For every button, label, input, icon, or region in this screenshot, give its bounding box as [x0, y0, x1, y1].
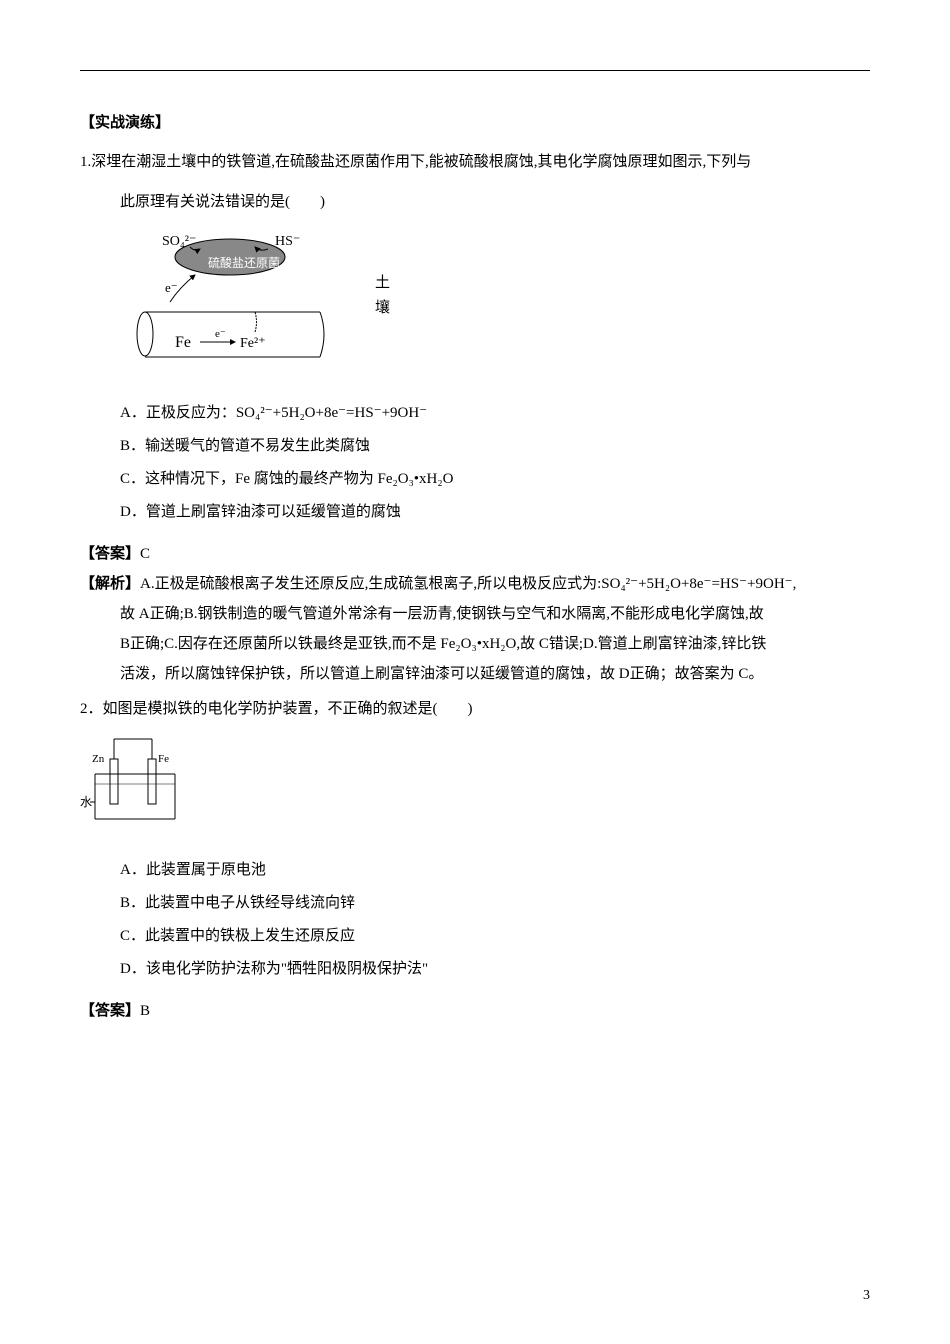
q2-main-text: 2．如图是模拟铁的电化学防护装置，不正确的叙述是( ): [80, 694, 870, 724]
e1-label: e⁻: [165, 280, 178, 295]
q1-explanation: 【解析】A.正极是硫酸根离子发生还原反应,生成硫氢根离子,所以电极反应式为:SO…: [80, 569, 870, 599]
top-divider: [80, 70, 870, 71]
fe-label-q2: Fe: [158, 753, 169, 765]
q1-diagram: SO₄²⁻ HS⁻ 硫酸盐还原菌 e⁻ Fe e⁻ Fe²⁺ 土 壤: [120, 227, 870, 377]
q1-sub-text: 此原理有关说法错误的是( ): [80, 187, 870, 217]
bacteria-label: 硫酸盐还原菌: [208, 255, 280, 270]
fe2plus-label: Fe²⁺: [240, 336, 266, 351]
q1-option-c: C．这种情况下，Fe 腐蚀的最终产物为 Fe₂O₃•xH₂O: [120, 463, 870, 496]
q1-explanation-line2: 故 A正确;B.钢铁制造的暖气管道外常涂有一层沥青,使钢铁与空气和水隔离,不能形…: [80, 599, 870, 629]
q1-options: A．正极反应为：SO₄²⁻+5H₂O+8e⁻=HS⁻+9OH⁻ B．输送暖气的管…: [80, 397, 870, 529]
q1-answer: 【答案】C: [80, 539, 870, 569]
zn-electrode: [110, 759, 118, 804]
q2-option-b: B．此装置中电子从铁经导线流向锌: [120, 887, 870, 920]
q2-diagram: Zn Fe 海水: [80, 734, 870, 834]
page-number: 3: [863, 1288, 870, 1304]
q1-main-text: 1.深埋在潮湿土壤中的铁管道,在硫酸盐还原菌作用下,能被硫酸根腐蚀,其电化学腐蚀…: [80, 147, 870, 177]
q1-explanation-line3: B正确;C.因存在还原菌所以铁最终是亚铁,而不是 Fe₂O₃•xH₂O,故 C错…: [80, 629, 870, 659]
q2-option-d: D．该电化学防护法称为"牺牲阳极阴极保护法": [120, 953, 870, 986]
q2-answer-value: B: [140, 1003, 150, 1019]
hs-label: HS⁻: [275, 234, 300, 249]
q1-answer-label: 【答案】: [80, 546, 140, 562]
q2-option-c: C．此装置中的铁极上发生还原反应: [120, 920, 870, 953]
q2-option-a: A．此装置属于原电池: [120, 854, 870, 887]
zn-label: Zn: [92, 753, 105, 765]
q1-explanation-label: 【解析】: [80, 576, 140, 592]
q2-answer-label: 【答案】: [80, 1003, 140, 1019]
q2-answer: 【答案】B: [80, 996, 870, 1026]
e2-label: e⁻: [215, 328, 226, 340]
q1-answer-value: C: [140, 546, 150, 562]
q2-options: A．此装置属于原电池 B．此装置中电子从铁经导线流向锌 C．此装置中的铁极上发生…: [80, 854, 870, 986]
section-heading: 【实战演练】: [80, 111, 870, 132]
so4-label: SO₄²⁻: [162, 234, 196, 249]
q1-option-a: A．正极反应为：SO₄²⁻+5H₂O+8e⁻=HS⁻+9OH⁻: [120, 397, 870, 430]
q1-option-b: B．输送暖气的管道不易发生此类腐蚀: [120, 430, 870, 463]
q1-option-d: D．管道上刷富锌油漆可以延缓管道的腐蚀: [120, 496, 870, 529]
soil2-label: 壤: [375, 298, 390, 316]
q1-explanation-line1: A.正极是硫酸根离子发生还原反应,生成硫氢根离子,所以电极反应式为:SO₄²⁻+…: [140, 576, 796, 592]
fe-label: Fe: [175, 334, 191, 351]
fe-electrode: [148, 759, 156, 804]
soil1-label: 土: [375, 274, 390, 291]
q1-explanation-line4: 活泼，所以腐蚀锌保护铁，所以管道上刷富锌油漆可以延缓管道的腐蚀，故 D正确；故答…: [80, 659, 870, 689]
